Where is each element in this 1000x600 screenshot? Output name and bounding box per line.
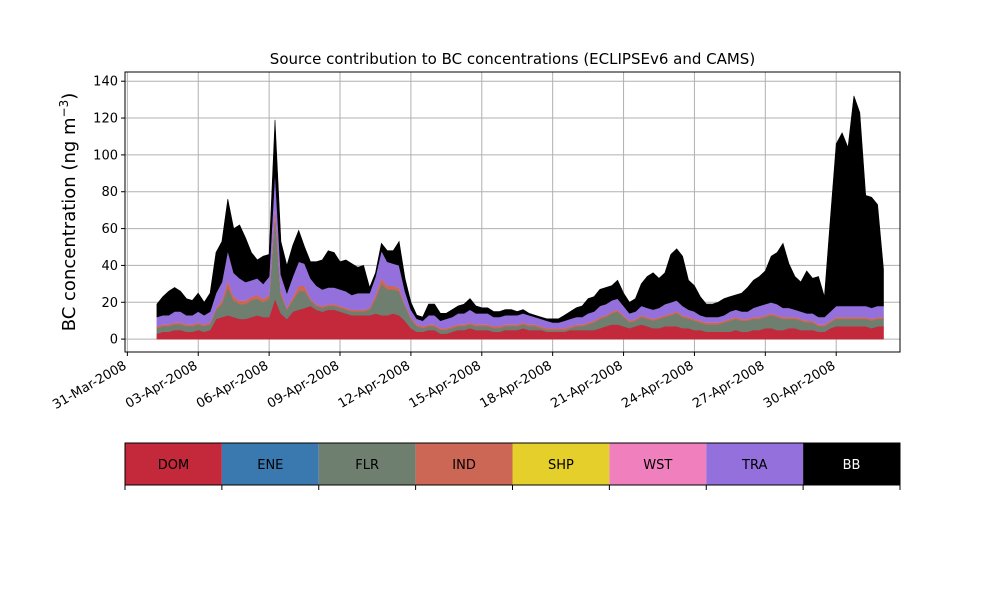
y-tick-label: 60 — [101, 222, 118, 237]
legend-swatch-wst — [609, 443, 707, 485]
stacked-areas — [156, 95, 884, 340]
legend-swatch-ene — [221, 443, 319, 485]
legend-label-wst: WST — [643, 458, 672, 473]
y-axis-label: BC concentration (ng m−3) — [57, 93, 80, 332]
y-tick-label: 40 — [101, 259, 118, 274]
legend-label-ind: IND — [452, 458, 476, 473]
legend-label-shp: SHP — [548, 458, 574, 473]
legend-swatch-shp — [512, 443, 610, 485]
legend-label-flr: FLR — [355, 458, 379, 473]
legend-swatch-bb — [803, 443, 900, 485]
plot-frame — [124, 71, 901, 353]
legend-swatch-flr — [318, 443, 416, 485]
legend-label-dom: DOM — [158, 458, 189, 473]
y-axis: 0 20 40 60 80 100 120 140 — [93, 75, 125, 348]
y-tick-label: 140 — [93, 75, 118, 90]
y-tick-label: 80 — [101, 185, 118, 200]
legend-label-ene: ENE — [257, 458, 283, 473]
y-tick-label: 120 — [93, 112, 118, 127]
legend-frame — [124, 442, 901, 486]
legend-colorbar: DOM ENE FLR IND SHP WST TRA BB — [124, 442, 901, 490]
legend-label-tra: TRA — [741, 458, 767, 473]
y-tick-label: 20 — [101, 296, 118, 311]
legend-swatch-dom — [125, 443, 222, 485]
chart-title: Source contribution to BC concentrations… — [270, 50, 755, 68]
area-bb — [156, 95, 884, 323]
y-tick-label: 0 — [110, 333, 118, 348]
legend-label-bb: BB — [843, 458, 861, 473]
legend-swatch-tra — [706, 443, 804, 485]
y-tick-label: 100 — [93, 148, 118, 163]
legend-swatch-ind — [415, 443, 513, 485]
